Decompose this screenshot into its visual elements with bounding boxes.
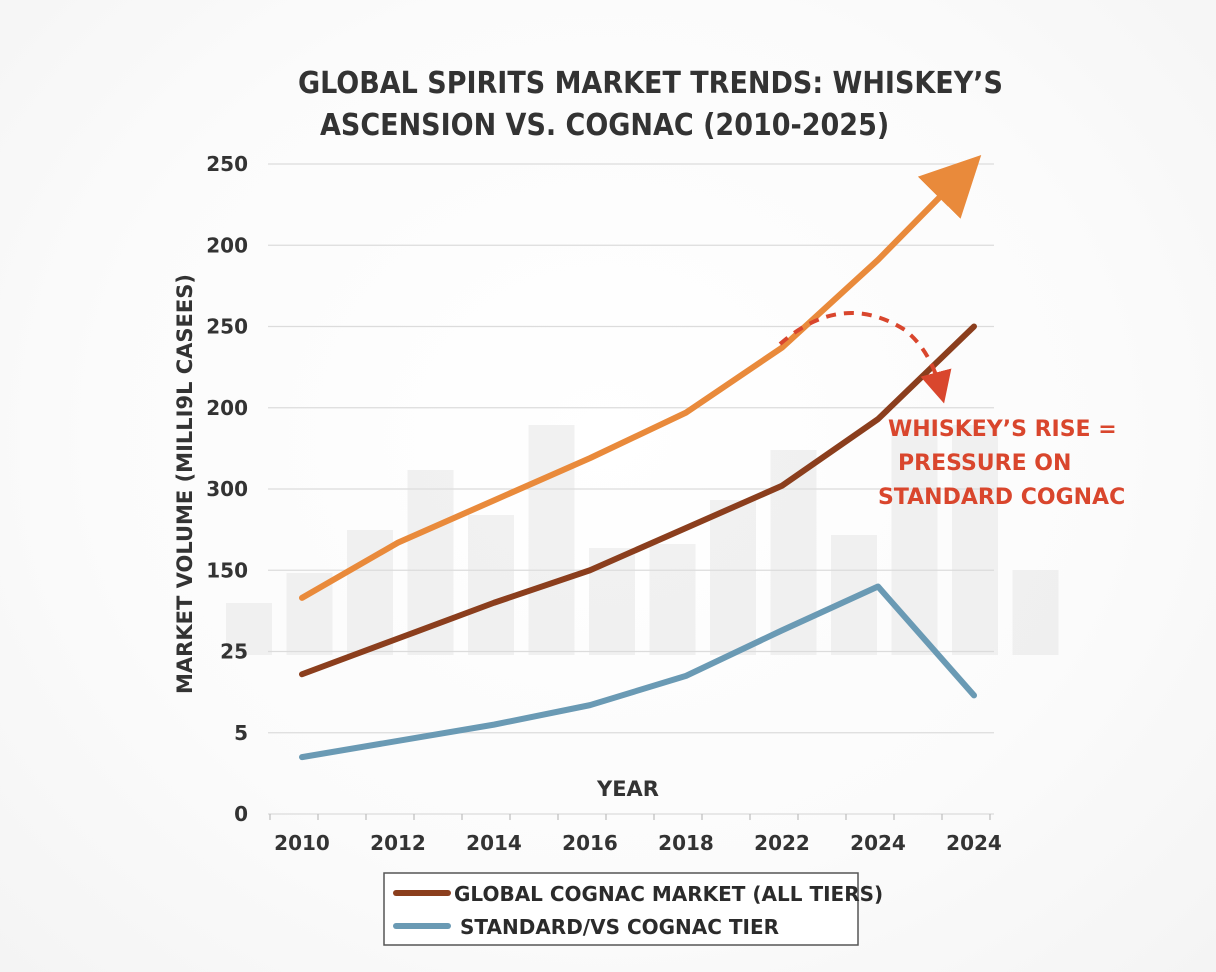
gridlines <box>268 163 994 815</box>
background-bar <box>226 603 272 655</box>
background-bar <box>528 425 575 655</box>
x-tick-label: 2010 <box>274 831 330 855</box>
y-axis-ticks: 250 200 250 200 300 150 25 5 0 <box>206 152 248 826</box>
y-axis-label: MARKET VOLUME (MILLI9L CASEES) <box>173 274 197 694</box>
series-line-global-cognac <box>299 323 977 678</box>
x-tick-label: 2018 <box>658 831 714 855</box>
series-layer <box>299 155 982 761</box>
annotation-line-2: PRESSURE ON <box>898 451 1071 476</box>
background-bar <box>710 500 756 655</box>
background-bar <box>952 425 998 655</box>
background-bar <box>589 548 635 655</box>
x-axis-ticks: 2010 2012 2014 2016 2018 2022 2024 2024 <box>269 814 1002 855</box>
annotation-arrow <box>778 311 952 404</box>
y-tick-label: 200 <box>206 396 248 420</box>
background-bar <box>649 544 696 655</box>
y-tick-label: 150 <box>206 558 248 582</box>
y-tick-label: 5 <box>234 721 248 745</box>
legend-box <box>383 872 859 946</box>
background-bar <box>891 420 938 655</box>
y-tick-label: 300 <box>206 477 248 501</box>
y-tick-label: 200 <box>206 233 248 257</box>
legend-label-standard-vs: STANDARD/VS COGNAC TIER <box>460 915 779 939</box>
y-tick-label: 250 <box>206 315 248 339</box>
y-tick-label: 0 <box>234 802 248 826</box>
x-tick-label: 2024 <box>946 831 1002 855</box>
background-bar <box>468 515 514 655</box>
y-tick-label: 250 <box>206 152 248 176</box>
annotation-line-1: WHISKEY’S RISE = <box>888 417 1117 442</box>
series-line-whiskey <box>299 155 982 601</box>
x-tick-label: 2012 <box>370 831 426 855</box>
y-tick-label: 25 <box>220 640 248 664</box>
x-tick-label: 2024 <box>850 831 906 855</box>
legend: GLOBAL COGNAC MARKET (ALL TIERS) STANDAR… <box>383 872 883 946</box>
annotation-line-3: STANDARD COGNAC <box>878 485 1125 510</box>
chart-title-line-2: ASCENSION VS. COGNAC (2010-2025) <box>320 108 889 143</box>
x-axis-label: YEAR <box>596 777 659 801</box>
legend-label-cognac: GLOBAL COGNAC MARKET (ALL TIERS) <box>454 882 883 906</box>
series-line-standard-vs <box>299 583 977 761</box>
background-bar <box>1012 570 1059 655</box>
x-tick-label: 2016 <box>562 831 618 855</box>
x-tick-label: 2022 <box>754 831 810 855</box>
chart-title-line-1: GLOBAL SPIRITS MARKET TRENDS: WHISKEY’S <box>298 66 1003 101</box>
x-tick-label: 2014 <box>466 831 522 855</box>
